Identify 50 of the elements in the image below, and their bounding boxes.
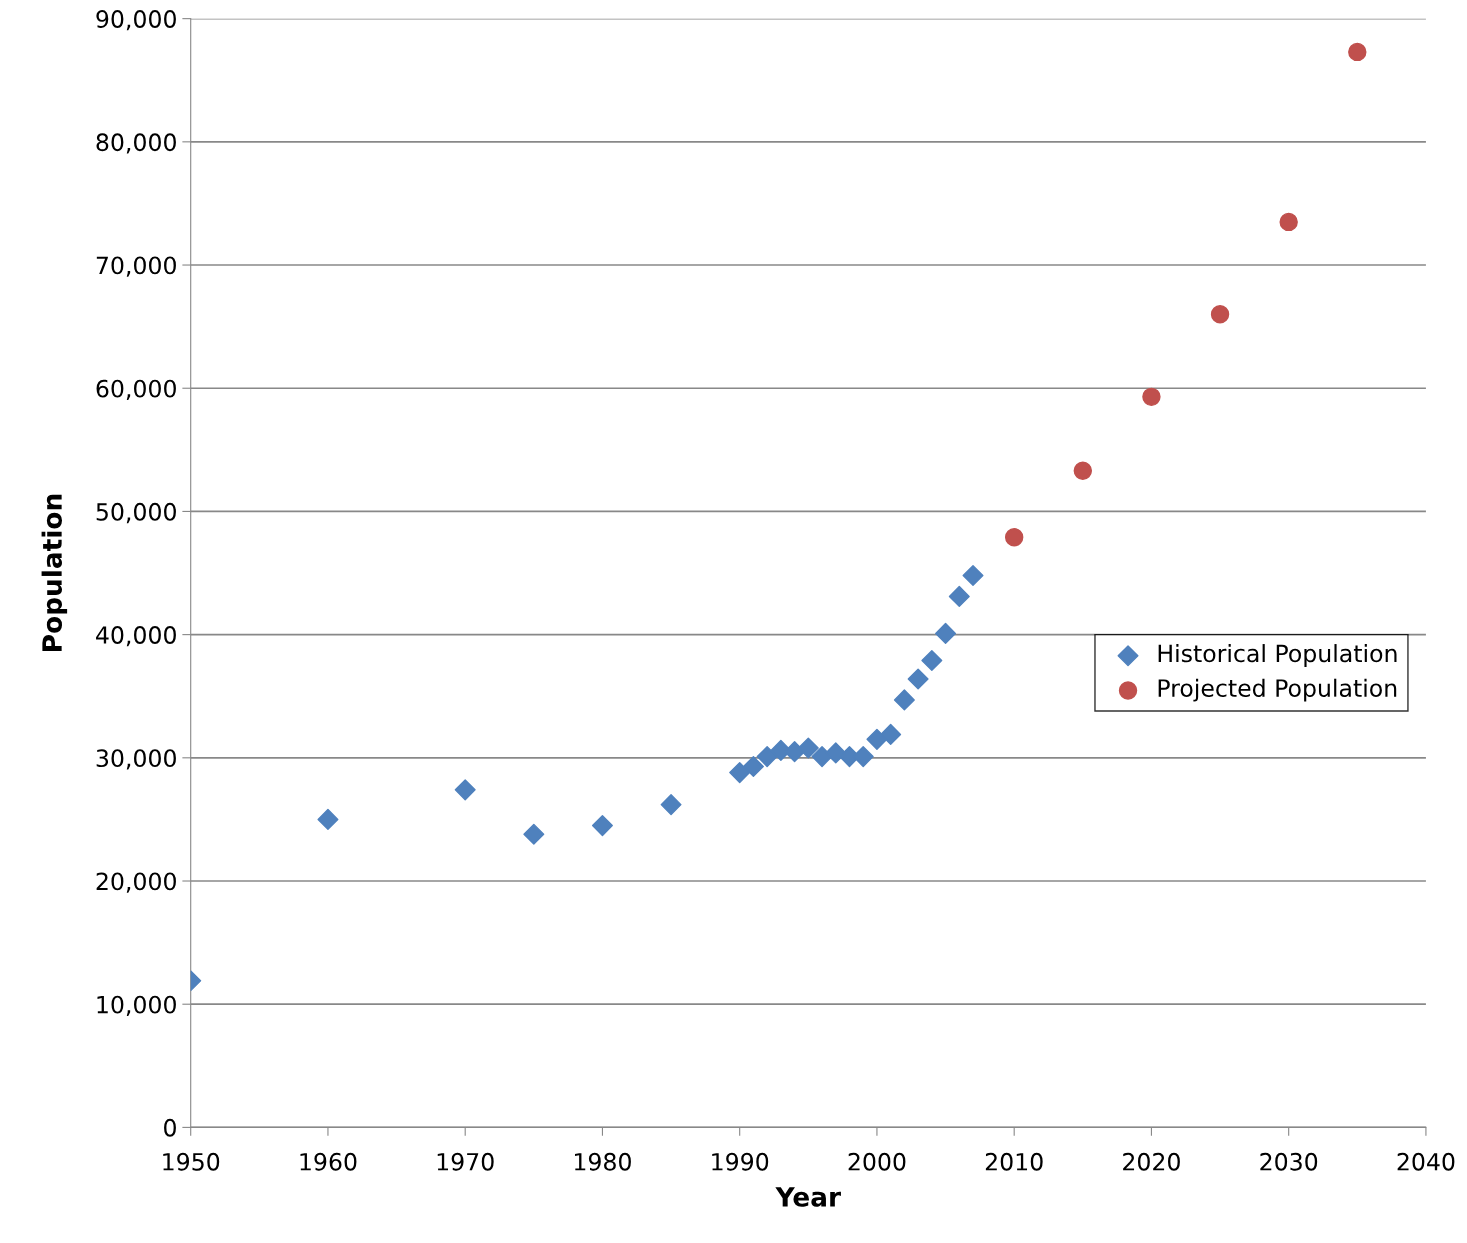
point — [1279, 212, 1298, 232]
point — [797, 737, 819, 759]
point — [523, 823, 545, 845]
point — [1004, 528, 1024, 547]
point — [1142, 387, 1161, 407]
point — [729, 762, 751, 784]
point — [454, 779, 476, 801]
x-axis-title: Year — [775, 1187, 841, 1207]
point — [921, 649, 943, 672]
x-tick-label: 2010 — [985, 1152, 1043, 1171]
x-tick-label: 2000 — [848, 1152, 906, 1171]
legend-label: Historical Population — [1158, 644, 1397, 667]
x-tick-label: 2040 — [1397, 1152, 1455, 1171]
x-tick-label: 1980 — [575, 1152, 631, 1171]
point — [948, 585, 970, 607]
point — [1210, 305, 1230, 324]
y-tick-label: 0 — [164, 1118, 176, 1137]
point — [811, 746, 833, 768]
point — [784, 741, 806, 763]
x-tick-label: 2020 — [1123, 1152, 1180, 1171]
point — [1073, 461, 1093, 480]
y-tick-label: 40,000 — [96, 626, 176, 647]
y-tick-label: 10,000 — [97, 995, 176, 1016]
point — [866, 728, 888, 750]
point — [742, 755, 764, 777]
y-tick-label: 70,000 — [96, 256, 176, 277]
point — [893, 689, 915, 711]
x-tick-label: 1990 — [712, 1152, 769, 1171]
y-tick-label: 50,000 — [96, 502, 176, 524]
x-tick-label: 2030 — [1260, 1152, 1318, 1171]
y-tick-label: 80,000 — [96, 133, 176, 154]
point — [660, 794, 682, 816]
point — [935, 622, 957, 644]
point — [1348, 42, 1367, 62]
point — [756, 746, 778, 768]
y-tick-label: 60,000 — [96, 379, 176, 400]
point — [825, 742, 847, 764]
point — [591, 815, 613, 837]
y-tick-label: 20,000 — [96, 872, 176, 893]
y-tick-label: 30,000 — [96, 749, 176, 770]
point — [907, 668, 929, 690]
y-axis-title: Population — [41, 494, 68, 651]
point — [880, 723, 902, 745]
x-tick-label: 1970 — [437, 1152, 494, 1171]
x-tick-label: 1960 — [300, 1152, 357, 1171]
y-tick-label: 90,000 — [96, 10, 176, 31]
point — [317, 808, 339, 830]
point — [962, 564, 984, 587]
legend-label: Projected Population — [1158, 678, 1397, 702]
x-tick-label: 1950 — [163, 1152, 220, 1171]
